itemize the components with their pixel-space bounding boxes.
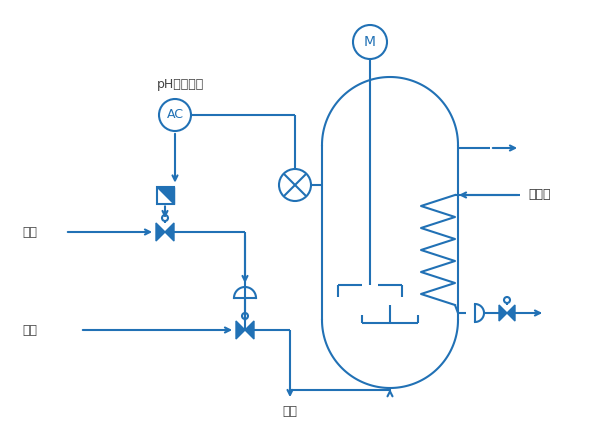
Polygon shape xyxy=(157,187,173,203)
Text: 冷却水: 冷却水 xyxy=(528,188,551,201)
Polygon shape xyxy=(499,305,507,321)
Text: AC: AC xyxy=(167,108,184,121)
Polygon shape xyxy=(156,223,165,241)
Bar xyxy=(157,187,173,203)
Text: 氮气: 氮气 xyxy=(22,324,37,337)
Text: 空气: 空气 xyxy=(22,226,37,238)
Polygon shape xyxy=(165,223,174,241)
Text: pH控制系统: pH控制系统 xyxy=(157,78,203,91)
Polygon shape xyxy=(245,321,254,339)
Text: M: M xyxy=(364,35,376,49)
Polygon shape xyxy=(236,321,245,339)
Polygon shape xyxy=(507,305,515,321)
Text: 空气: 空气 xyxy=(283,405,298,418)
